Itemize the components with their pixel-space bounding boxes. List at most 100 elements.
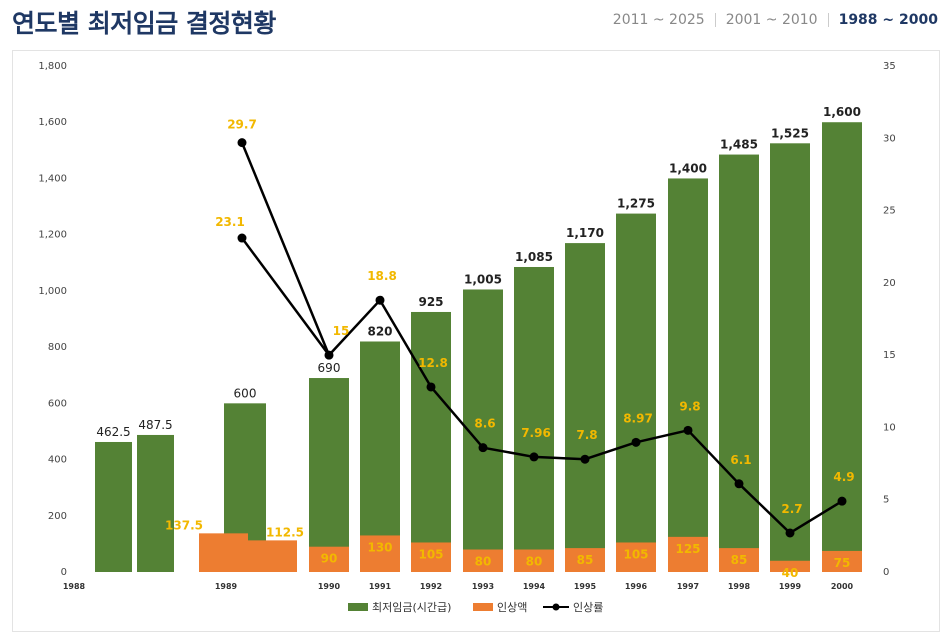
tab-2011-2025[interactable]: 2011 ~ 2025 <box>612 12 705 28</box>
wage-bar <box>770 143 810 573</box>
rate-value-label: 8.6 <box>474 417 495 431</box>
y-left-tick-label: 200 <box>48 511 67 522</box>
y-left-tick-label: 800 <box>48 342 67 353</box>
period-tabs: 2011 ~ 2025 2001 ~ 2010 1988 ~ 2000 <box>613 12 938 28</box>
rate-marker <box>478 443 488 453</box>
y-right-tick-label: 10 <box>883 422 896 433</box>
raise-value-label: 112.5 <box>266 525 304 539</box>
wage-value-label: 1,525 <box>771 126 809 140</box>
rate-value-label: 6.1 <box>730 453 751 467</box>
legend-label: 인상액 <box>497 601 527 614</box>
rate-line <box>240 141 843 535</box>
min-wage-chart: 0 200 400 600 800 1,000 1,200 1,400 1,600 1,800 0 5… <box>38 61 896 614</box>
rate-value-label: 7.96 <box>521 426 551 440</box>
raise-bar <box>565 548 605 572</box>
tab-divider <box>714 13 716 27</box>
wage-value-label: 1,170 <box>566 226 604 240</box>
tab-2001-2010[interactable]: 2001 ~ 2010 <box>725 12 818 28</box>
wage-bar <box>668 178 708 572</box>
raise-bar <box>719 548 759 572</box>
legend-swatch <box>348 603 368 611</box>
x-tick-label: 1995 <box>574 582 597 591</box>
y-left-tick-label: 600 <box>48 398 67 409</box>
y-right-tick-label: 5 <box>883 495 889 506</box>
wage-value-label: 1,005 <box>464 272 502 286</box>
rate-marker <box>237 138 247 148</box>
legend-label: 최저임금(시간급) <box>372 601 451 614</box>
wage-value-label: 1,600 <box>823 105 861 119</box>
wage-value-label: 1,085 <box>515 250 553 264</box>
wage-value-label: 600 <box>234 386 257 400</box>
wage-bar <box>95 441 132 572</box>
rate-value-label: 2.7 <box>781 502 802 516</box>
raise-value-label: 90 <box>321 552 338 566</box>
rate-marker <box>734 479 744 489</box>
raise-value-label: 80 <box>526 555 543 569</box>
wage-value-label: 462.5 <box>96 425 130 439</box>
raise-value-label: 85 <box>577 553 594 567</box>
raise-value-label: 105 <box>623 547 648 561</box>
y-right-tick-label: 25 <box>883 206 896 217</box>
raise-value-label: 105 <box>418 547 443 561</box>
raise-bar <box>309 546 349 572</box>
rate-value-label: 12.8 <box>418 356 448 370</box>
rate-marker <box>529 452 539 462</box>
y-right-tick-label: 20 <box>883 278 896 289</box>
wage-value-label: 1,400 <box>669 161 707 175</box>
rate-value-label: 9.8 <box>679 399 700 413</box>
wage-value-label: 925 <box>418 295 443 309</box>
raise-bar <box>616 542 656 572</box>
raise-bar <box>360 535 400 572</box>
raise-value-label: 75 <box>834 556 851 570</box>
x-tick-label: 1988 <box>63 582 86 591</box>
y-left-tick-label: 1,800 <box>38 61 67 72</box>
y-left-tick-label: 1,600 <box>38 117 67 128</box>
rate-marker <box>237 233 247 243</box>
rate-marker <box>324 350 334 360</box>
y-left-tick-label: 1,400 <box>38 173 67 184</box>
y-right-tick-label: 35 <box>883 61 896 72</box>
rate-marker <box>631 437 641 447</box>
chart-panel: 0 200 400 600 800 1,000 1,200 1,400 1,600 1,800 0 5… <box>12 50 940 632</box>
wage-bar <box>719 154 759 573</box>
rate-marker <box>837 496 847 506</box>
raise-bar <box>668 536 708 572</box>
wage-bar <box>411 311 451 572</box>
rate-marker <box>683 425 693 435</box>
raise-bar <box>770 560 810 572</box>
raise-bar <box>248 540 297 572</box>
y-left-tick-label: 1,000 <box>38 286 67 297</box>
tab-1988-2000[interactable]: 1988 ~ 2000 <box>838 12 938 28</box>
tab-divider <box>827 13 829 27</box>
rate-marker <box>375 295 385 305</box>
rate-value-label: 23.1 <box>215 215 245 229</box>
wage-bar <box>360 341 400 572</box>
raise-value-label: 40 <box>782 566 799 580</box>
y-left-tick-label: 0 <box>61 567 67 578</box>
legend-swatch <box>473 603 493 611</box>
rate-marker <box>785 528 795 538</box>
rate-value-label: 4.9 <box>833 470 854 484</box>
raise-value-label: 80 <box>475 555 492 569</box>
raise-bar <box>411 542 451 572</box>
x-tick-label: 1997 <box>677 582 699 591</box>
rate-value-label: 15 <box>333 324 350 338</box>
wage-bar <box>137 434 174 572</box>
y-right-tick-label: 15 <box>883 350 896 361</box>
x-tick-label: 1993 <box>472 582 494 591</box>
x-tick-label: 1996 <box>625 582 648 591</box>
raise-bar <box>822 550 862 572</box>
wage-value-label: 487.5 <box>138 418 172 432</box>
y-left-tick-label: 400 <box>48 455 67 466</box>
wage-bar <box>514 266 554 572</box>
y-left-tick-label: 1,200 <box>38 230 67 241</box>
raise-value-label: 137.5 <box>165 518 203 532</box>
raise-value-label: 125 <box>675 542 700 556</box>
x-tick-label: 1991 <box>369 582 392 591</box>
raise-value-label: 130 <box>367 540 392 554</box>
wage-bar <box>309 378 349 572</box>
x-tick-label: 1989 <box>215 582 238 591</box>
raise-bar <box>514 549 554 572</box>
raise-bar <box>199 533 248 572</box>
legend-label: 인상률 <box>573 601 603 614</box>
